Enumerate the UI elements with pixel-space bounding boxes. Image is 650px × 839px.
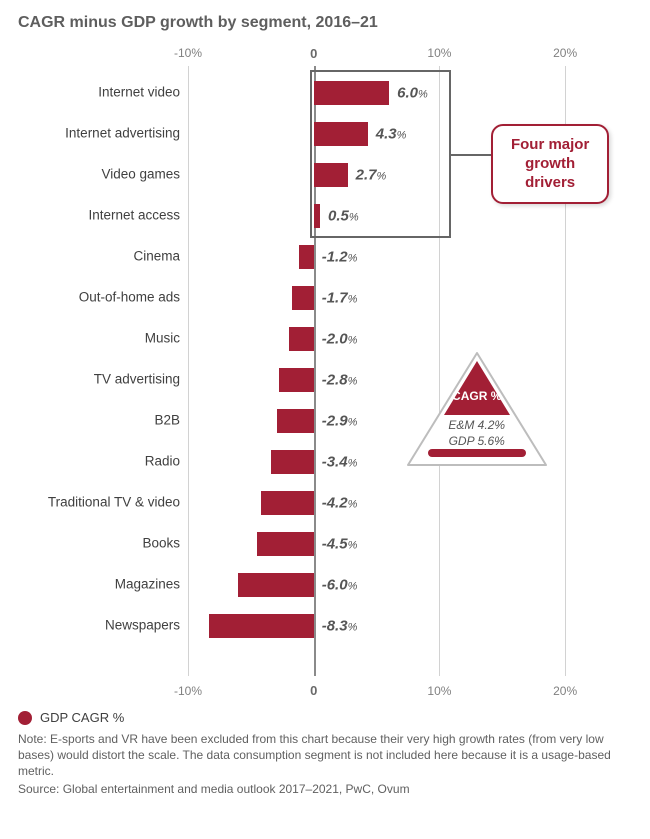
bar xyxy=(292,286,313,310)
segment-label: Music xyxy=(18,331,180,346)
cagr-triangle: CAGR % E&M 4.2% GDP 5.6% xyxy=(402,347,552,477)
segment-label: Internet access xyxy=(18,208,180,223)
axis-tick-bottom: 20% xyxy=(553,684,577,698)
segment-label: TV advertising xyxy=(18,372,180,387)
chart-source: Source: Global entertainment and media o… xyxy=(18,782,632,796)
chart: Internet video6.0%Internet advertising4.… xyxy=(18,42,632,702)
bar xyxy=(299,245,314,269)
bar-value: -2.9% xyxy=(322,412,358,429)
bar-value: -2.8% xyxy=(322,371,358,388)
callout-text: Four major growth drivers xyxy=(511,136,589,191)
segment-label: Out-of-home ads xyxy=(18,290,180,305)
segment-label: B2B xyxy=(18,413,180,428)
segment-label: Internet video xyxy=(18,85,180,100)
bar xyxy=(209,614,313,638)
bar-row: Cinema -1.2% xyxy=(18,236,632,277)
axis-tick-bottom: 10% xyxy=(427,684,451,698)
bar-row: Out-of-home ads -1.7% xyxy=(18,277,632,318)
bar-value: -4.2% xyxy=(322,494,358,511)
segment-label: Radio xyxy=(18,454,180,469)
bar-value: -1.7% xyxy=(322,289,358,306)
legend: GDP CAGR % xyxy=(18,710,632,725)
bar-value: -3.4% xyxy=(322,453,358,470)
bar xyxy=(271,450,314,474)
segment-label: Magazines xyxy=(18,577,180,592)
chart-title: CAGR minus GDP growth by segment, 2016–2… xyxy=(18,14,632,32)
bar-value: -8.3% xyxy=(322,617,358,634)
growth-drivers-box xyxy=(310,70,451,238)
axis-tick-bottom: 0 xyxy=(310,683,317,698)
bar xyxy=(279,368,314,392)
segment-label: Books xyxy=(18,536,180,551)
bar-row: Newspapers -8.3% xyxy=(18,605,632,646)
bar xyxy=(277,409,313,433)
segment-label: Video games xyxy=(18,167,180,182)
callout-connector xyxy=(451,154,491,156)
segment-label: Newspapers xyxy=(18,618,180,633)
triangle-gdp: GDP 5.6% xyxy=(449,434,505,448)
bar xyxy=(238,573,313,597)
growth-drivers-label: Four major growth drivers xyxy=(491,124,609,204)
bar-row: Traditional TV & video -4.2% xyxy=(18,482,632,523)
triangle-cagr-label: CAGR % xyxy=(402,389,552,403)
triangle-em: E&M 4.2% xyxy=(448,418,505,432)
bar xyxy=(261,491,314,515)
axis-tick-top: 0 xyxy=(310,46,317,61)
segment-label: Internet advertising xyxy=(18,126,180,141)
bar-row: Books -4.5% xyxy=(18,523,632,564)
bar xyxy=(289,327,314,351)
chart-note: Note: E-sports and VR have been excluded… xyxy=(18,731,632,780)
segment-label: Cinema xyxy=(18,249,180,264)
bar-row: Magazines -6.0% xyxy=(18,564,632,605)
axis-tick-top: -10% xyxy=(174,46,202,60)
legend-dot-icon xyxy=(18,711,32,725)
bar-value: -6.0% xyxy=(322,576,358,593)
legend-label: GDP CAGR % xyxy=(40,710,124,725)
axis-tick-top: 10% xyxy=(427,46,451,60)
axis-tick-top: 20% xyxy=(553,46,577,60)
bar-value: -4.5% xyxy=(322,535,358,552)
axis-tick-bottom: -10% xyxy=(174,684,202,698)
bar-value: -1.2% xyxy=(322,248,358,265)
bar xyxy=(257,532,314,556)
bar-value: -2.0% xyxy=(322,330,358,347)
segment-label: Traditional TV & video xyxy=(18,495,180,510)
